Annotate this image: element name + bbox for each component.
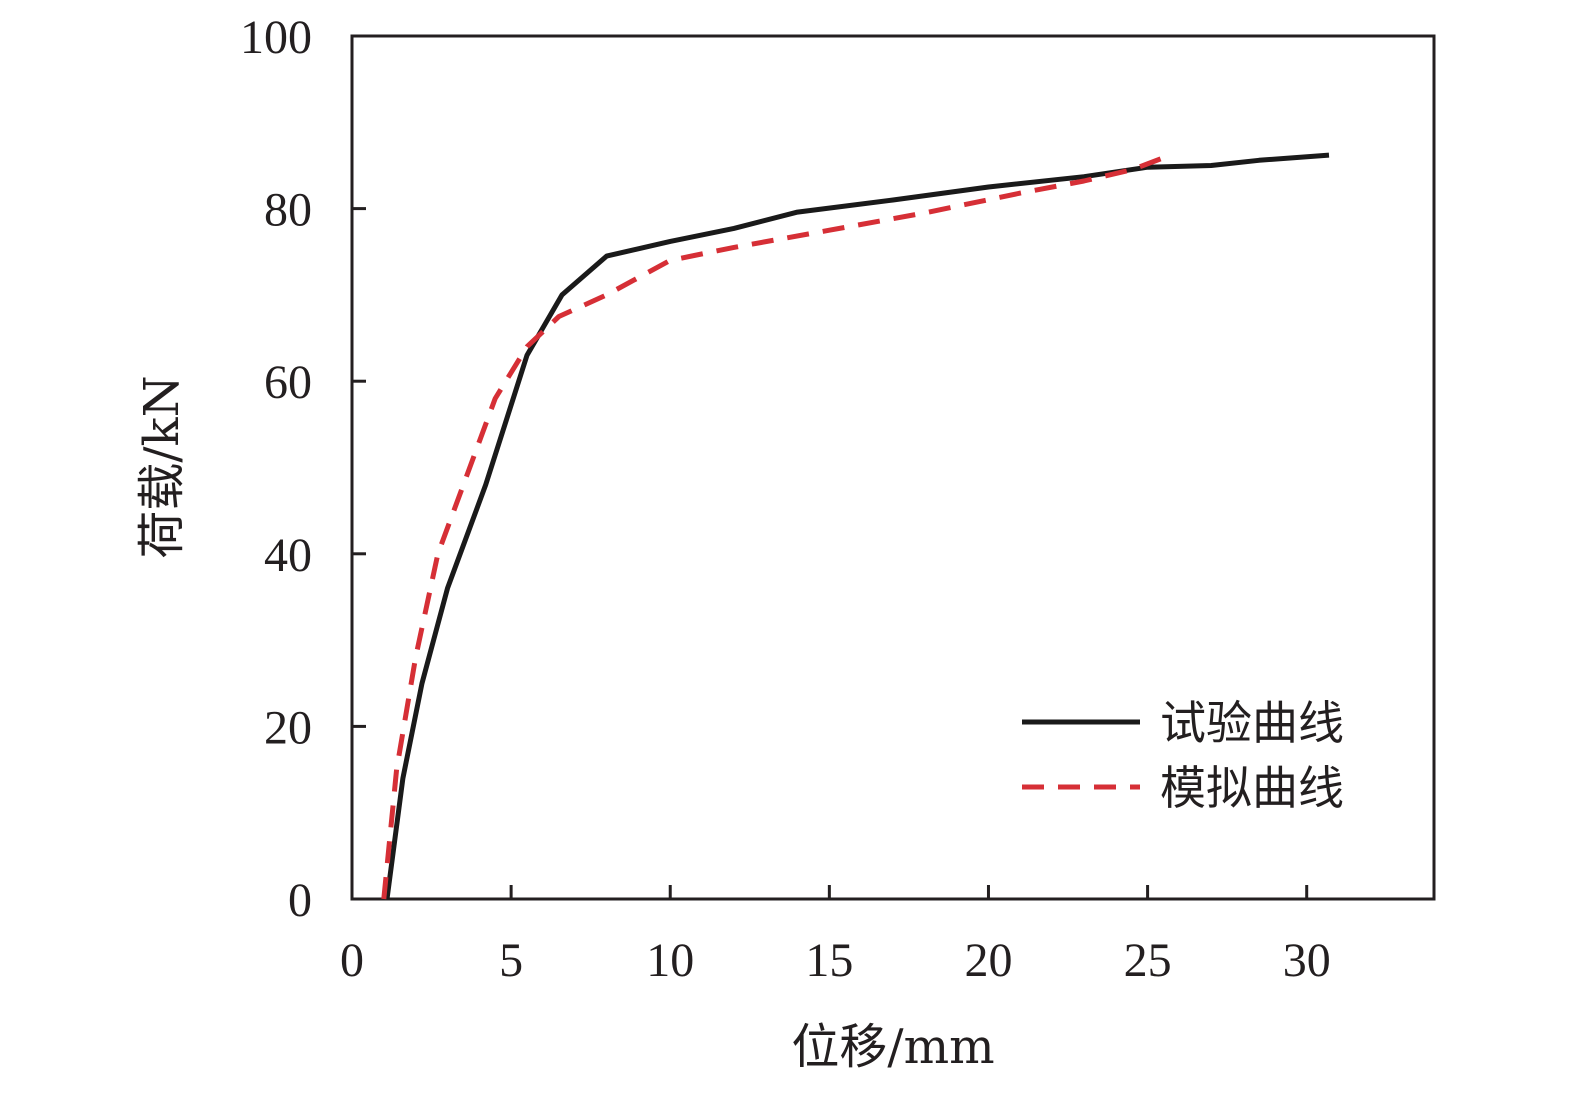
plot-frame <box>350 34 1436 901</box>
y-axis-title: 荷载/kN <box>134 375 190 558</box>
x-tick-label: 5 <box>499 934 523 987</box>
y-tick-label: 100 <box>240 11 312 64</box>
legend-label-series-1: 试验曲线 <box>1160 696 1344 750</box>
x-tick-label: 20 <box>964 934 1012 987</box>
y-tick-label: 60 <box>264 356 312 409</box>
y-tick-label: 0 <box>288 874 312 927</box>
y-tick-label: 40 <box>264 529 312 582</box>
legend-label-series-2: 模拟曲线 <box>1160 761 1344 815</box>
y-axis-ticks: 0 20 40 60 80 100 <box>240 11 366 927</box>
legend: 试验曲线 模拟曲线 <box>1022 696 1344 815</box>
x-tick-label: 30 <box>1283 934 1331 987</box>
series-layer <box>381 151 1330 900</box>
y-tick-label: 80 <box>264 184 312 237</box>
x-tick-label: 25 <box>1124 934 1172 987</box>
series-line-2 <box>381 151 1174 900</box>
x-tick-label: 0 <box>340 934 364 987</box>
x-axis-title: 位移/mm <box>791 1019 994 1075</box>
y-tick-label: 20 <box>264 701 312 754</box>
x-tick-label: 10 <box>646 934 694 987</box>
series-line-1 <box>384 152 1330 900</box>
x-tick-label: 15 <box>805 934 853 987</box>
x-axis-ticks: 0 5 10 15 20 25 30 <box>340 885 1331 987</box>
